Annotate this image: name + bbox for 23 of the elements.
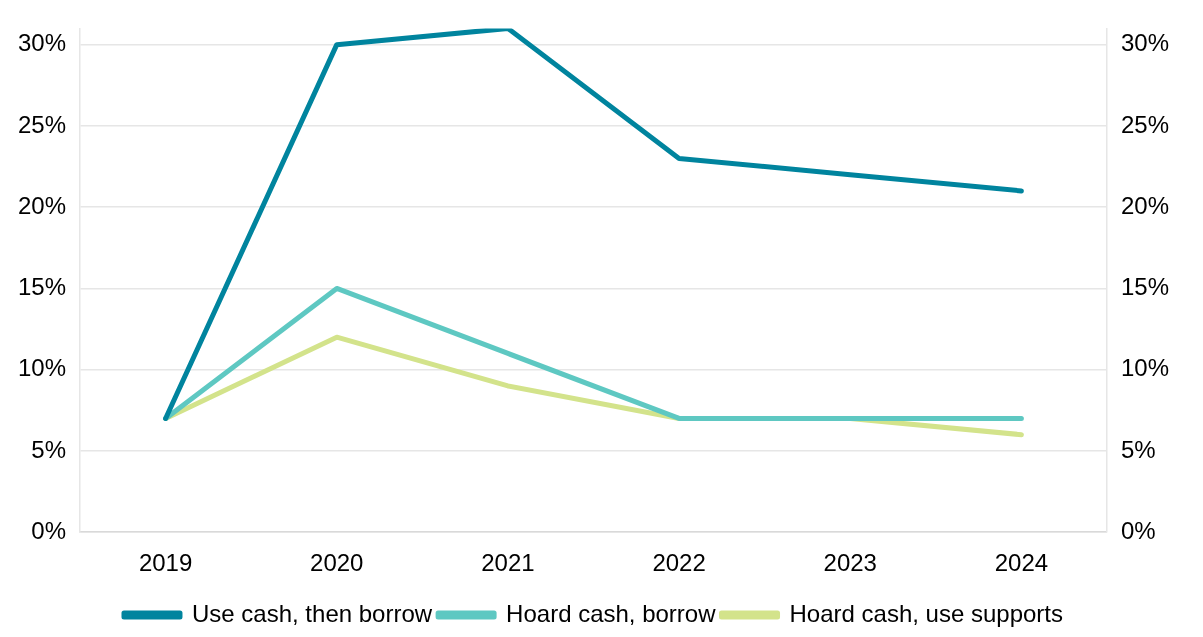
y2-tick-label: 20% [1120, 191, 1170, 219]
x-tick-label: 2022 [652, 549, 706, 577]
x-tick-label: 2019 [138, 549, 193, 577]
y-tick-label: 20% [17, 191, 67, 219]
x-tick-label: 2024 [994, 549, 1049, 577]
x-tick-label: 2023 [823, 549, 877, 577]
y2-tick-label: 15% [1120, 273, 1170, 301]
y-tick-label: 15% [17, 273, 67, 301]
y2-tick-label: 30% [1120, 29, 1170, 57]
y2-tick-label: 25% [1120, 110, 1170, 138]
y2-tick-label: 0% [1120, 516, 1156, 544]
legend-label: Use cash, then borrow [191, 599, 433, 627]
y-tick-label: 25% [17, 110, 67, 138]
x-tick-label: 2021 [481, 549, 535, 577]
y-tick-label: 0% [31, 516, 67, 544]
y2-tick-label: 5% [1120, 435, 1156, 463]
x-tick-label: 2020 [310, 549, 364, 577]
y-tick-label: 5% [31, 435, 67, 463]
legend-label: Hoard cash, use supports [789, 599, 1064, 627]
y-tick-label: 10% [17, 354, 67, 382]
legend-label: Hoard cash, borrow [506, 599, 717, 627]
y2-tick-label: 10% [1120, 354, 1170, 382]
y-tick-label: 30% [17, 29, 67, 57]
